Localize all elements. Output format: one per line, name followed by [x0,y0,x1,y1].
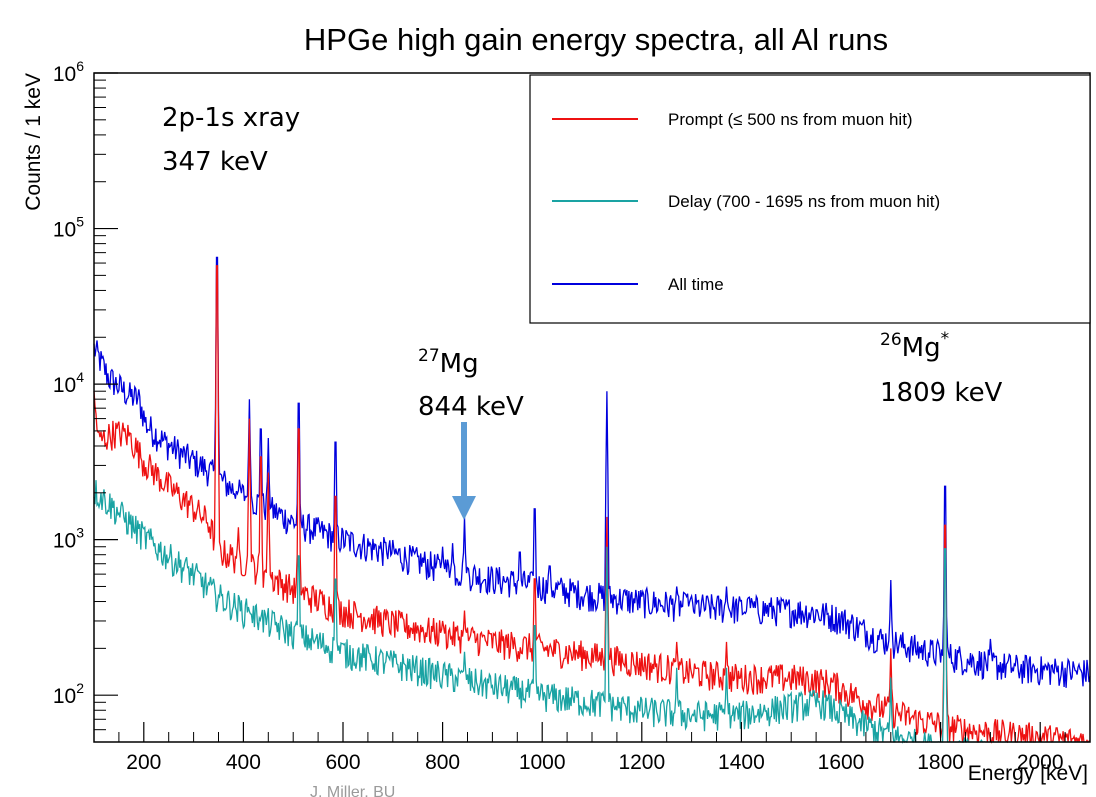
annotation-mg27-element: Mg [440,349,479,379]
y-tick-label: 104 [53,369,84,397]
annotation-mg26-excited: * [941,329,950,349]
annotation-xray: 2p-1s xray 347 keV [162,103,300,177]
annotation-xray-line1: 2p-1s xray [162,103,300,133]
chart-title: HPGe high gain energy spectra, all Al ru… [304,22,888,57]
y-axis-ticks: 102 103 104 105 106 [53,58,118,743]
x-tick-label: 600 [325,751,360,774]
x-tick-label: 1600 [818,751,865,774]
arrow-icon [452,422,476,520]
annotation-mg26-label: 26Mg* [880,329,949,363]
annotation-mg27-mass: 27 [418,346,440,366]
annotation-mg26-energy: 1809 keV [880,378,1003,408]
x-tick-label: 400 [226,751,261,774]
credit-text: J. Miller, BU [310,784,395,797]
x-tick-label: 1000 [519,751,566,774]
series-line-delay [93,480,1090,744]
annotation-xray-line2: 347 keV [162,147,268,177]
y-axis-label: Counts / 1 keV [22,73,45,211]
series-line-prompt [93,265,1091,744]
x-axis-label: Energy [keV] [968,762,1088,785]
y-tick-label: 105 [53,214,84,242]
annotation-mg26-mass: 26 [880,330,902,350]
x-tick-label: 1800 [917,751,964,774]
y-tick-label: 103 [53,525,84,553]
x-tick-label: 1400 [718,751,765,774]
legend-label-alltime: All time [668,275,724,294]
y-tick-label: 106 [53,58,84,86]
legend: Prompt (≤ 500 ns from muon hit) Delay (7… [529,74,1091,324]
annotation-mg27-label: 27Mg [418,346,479,379]
legend-label-prompt: Prompt (≤ 500 ns from muon hit) [668,110,913,129]
x-tick-label: 800 [425,751,460,774]
x-tick-label: 2000 [1017,751,1064,774]
annotation-mg27: 27Mg 844 keV [418,346,524,520]
x-axis-ticks: 200 400 600 800 1000 1200 1400 1600 1800 2000 [93,722,1091,774]
legend-label-delay: Delay (700 - 1695 ns from muon hit) [668,192,940,211]
x-tick-label: 200 [126,751,161,774]
annotation-mg27-energy: 844 keV [418,392,524,422]
annotation-mg26: 26Mg* 1809 keV [880,329,1003,408]
annotation-mg26-element: Mg [902,333,941,363]
series-line-alltime [93,256,1091,688]
legend-box [529,74,1091,324]
y-tick-label: 102 [53,680,84,708]
x-tick-label: 1200 [618,751,665,774]
